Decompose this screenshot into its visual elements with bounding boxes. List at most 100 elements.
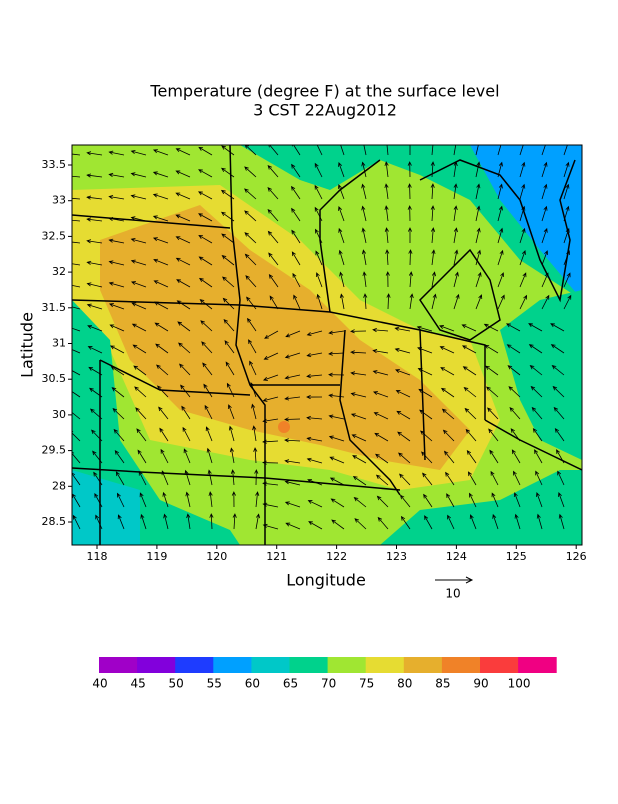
- x-tick-label: 126: [566, 550, 587, 563]
- wind-arrow: [441, 408, 455, 420]
- wind-arrow: [72, 327, 81, 332]
- wind-arrow: [519, 205, 526, 222]
- wind-arrow: [254, 469, 259, 486]
- wind-arrow: [350, 413, 367, 420]
- wind-arrow: [92, 450, 103, 464]
- colorbar-label: 55: [207, 677, 222, 691]
- wind-arrow: [331, 519, 345, 530]
- wind-arrow: [72, 430, 81, 442]
- wind-arrow: [140, 513, 147, 530]
- colorbar-label: 85: [435, 677, 450, 691]
- wind-arrow: [130, 194, 147, 200]
- wind-arrow: [440, 367, 455, 376]
- wind-arrow: [109, 324, 125, 332]
- wind-arrow: [338, 206, 345, 222]
- wind-arrow: [453, 145, 457, 156]
- wind-arrow: [453, 271, 459, 288]
- wind-arrow: [328, 372, 345, 377]
- wind-arrow: [72, 263, 81, 266]
- wind-arrow: [291, 163, 301, 178]
- wind-arrow: [431, 271, 437, 288]
- wind-arrow: [72, 153, 81, 156]
- wind-arrow: [89, 408, 103, 420]
- wind-arrow: [338, 249, 345, 266]
- wind-arrow: [361, 227, 367, 244]
- y-ticks: 33.5 33 32.5 32 31.5 31 30.5 30 29.5 28 28.5: [42, 158, 72, 528]
- wind-arrow: [407, 161, 412, 178]
- wind-arrow: [397, 431, 411, 442]
- wind-arrow: [95, 514, 103, 530]
- wind-arrow: [198, 234, 213, 244]
- wind-arrow: [461, 324, 477, 332]
- wind-arrow: [111, 387, 125, 398]
- wind-arrow: [416, 325, 433, 332]
- wind-arrow: [395, 369, 411, 376]
- colorbar-swatch: [480, 657, 519, 673]
- wind-arrow: [108, 303, 125, 310]
- wind-arrow: [384, 183, 389, 200]
- wind-arrow: [372, 370, 389, 376]
- wind-arrow: [532, 427, 543, 442]
- wind-arrow: [131, 281, 147, 288]
- y-tick-label: 30.5: [42, 372, 67, 385]
- wind-arrow: [246, 296, 257, 310]
- wind-arrow: [262, 481, 279, 486]
- wind-arrow: [488, 428, 499, 442]
- wind-arrow: [558, 492, 565, 508]
- wind-arrow: [519, 227, 526, 244]
- wind-arrow: [351, 434, 367, 442]
- wind-arrow: [284, 438, 301, 443]
- wind-arrow: [556, 449, 565, 464]
- wind-arrow: [132, 344, 147, 354]
- wind-arrow: [534, 449, 543, 464]
- wind-arrow: [563, 227, 570, 244]
- wind-arrow: [446, 493, 455, 508]
- wind-arrow: [110, 366, 125, 376]
- wind-arrow: [513, 492, 521, 508]
- vector-reference: 10: [435, 576, 474, 601]
- x-tick-label: 121: [266, 550, 287, 563]
- wind-arrow: [541, 294, 550, 310]
- wind-arrow: [244, 145, 257, 156]
- y-tick-label: 31.5: [42, 301, 67, 314]
- colorbar-swatch: [213, 657, 252, 673]
- wind-arrow: [180, 384, 191, 398]
- wind-arrow: [226, 382, 235, 398]
- x-tick-label: 119: [146, 550, 167, 563]
- wind-arrow: [430, 205, 435, 222]
- wind-arrow: [152, 237, 169, 244]
- colorbar-label: 80: [397, 677, 412, 691]
- wind-arrow: [439, 325, 455, 332]
- wind-arrow: [220, 211, 235, 222]
- y-tick-label: 31: [52, 337, 66, 350]
- wind-arrow: [86, 303, 103, 310]
- wind-arrow: [198, 146, 213, 156]
- wind-arrow: [175, 236, 191, 244]
- wind-arrow: [399, 494, 411, 508]
- x-tick-label: 125: [506, 550, 527, 563]
- wind-arrow: [269, 295, 279, 310]
- wind-arrow: [511, 449, 521, 464]
- wind-arrow: [430, 183, 435, 200]
- wind-arrow: [229, 447, 235, 464]
- wind-arrow: [453, 183, 458, 200]
- wind-arrow: [424, 515, 433, 530]
- wind-arrow: [227, 404, 235, 420]
- wind-arrow: [339, 293, 345, 310]
- wind-arrow: [306, 436, 323, 442]
- wind-arrow: [221, 233, 235, 244]
- wind-arrow: [72, 219, 81, 222]
- wind-arrow: [115, 471, 125, 486]
- wind-arrow: [497, 294, 505, 310]
- wind-arrow: [306, 394, 323, 400]
- wind-arrow: [223, 318, 235, 332]
- wind-arrow: [139, 492, 147, 508]
- wind-arrow: [497, 249, 504, 266]
- wind-arrow: [486, 386, 499, 398]
- colorbar-label: 90: [473, 677, 488, 691]
- wind-arrow: [86, 282, 103, 288]
- colorbar-label: 75: [359, 677, 374, 691]
- wind-arrow: [419, 409, 433, 420]
- wind-arrow: [563, 294, 572, 310]
- wind-arrow: [108, 195, 125, 200]
